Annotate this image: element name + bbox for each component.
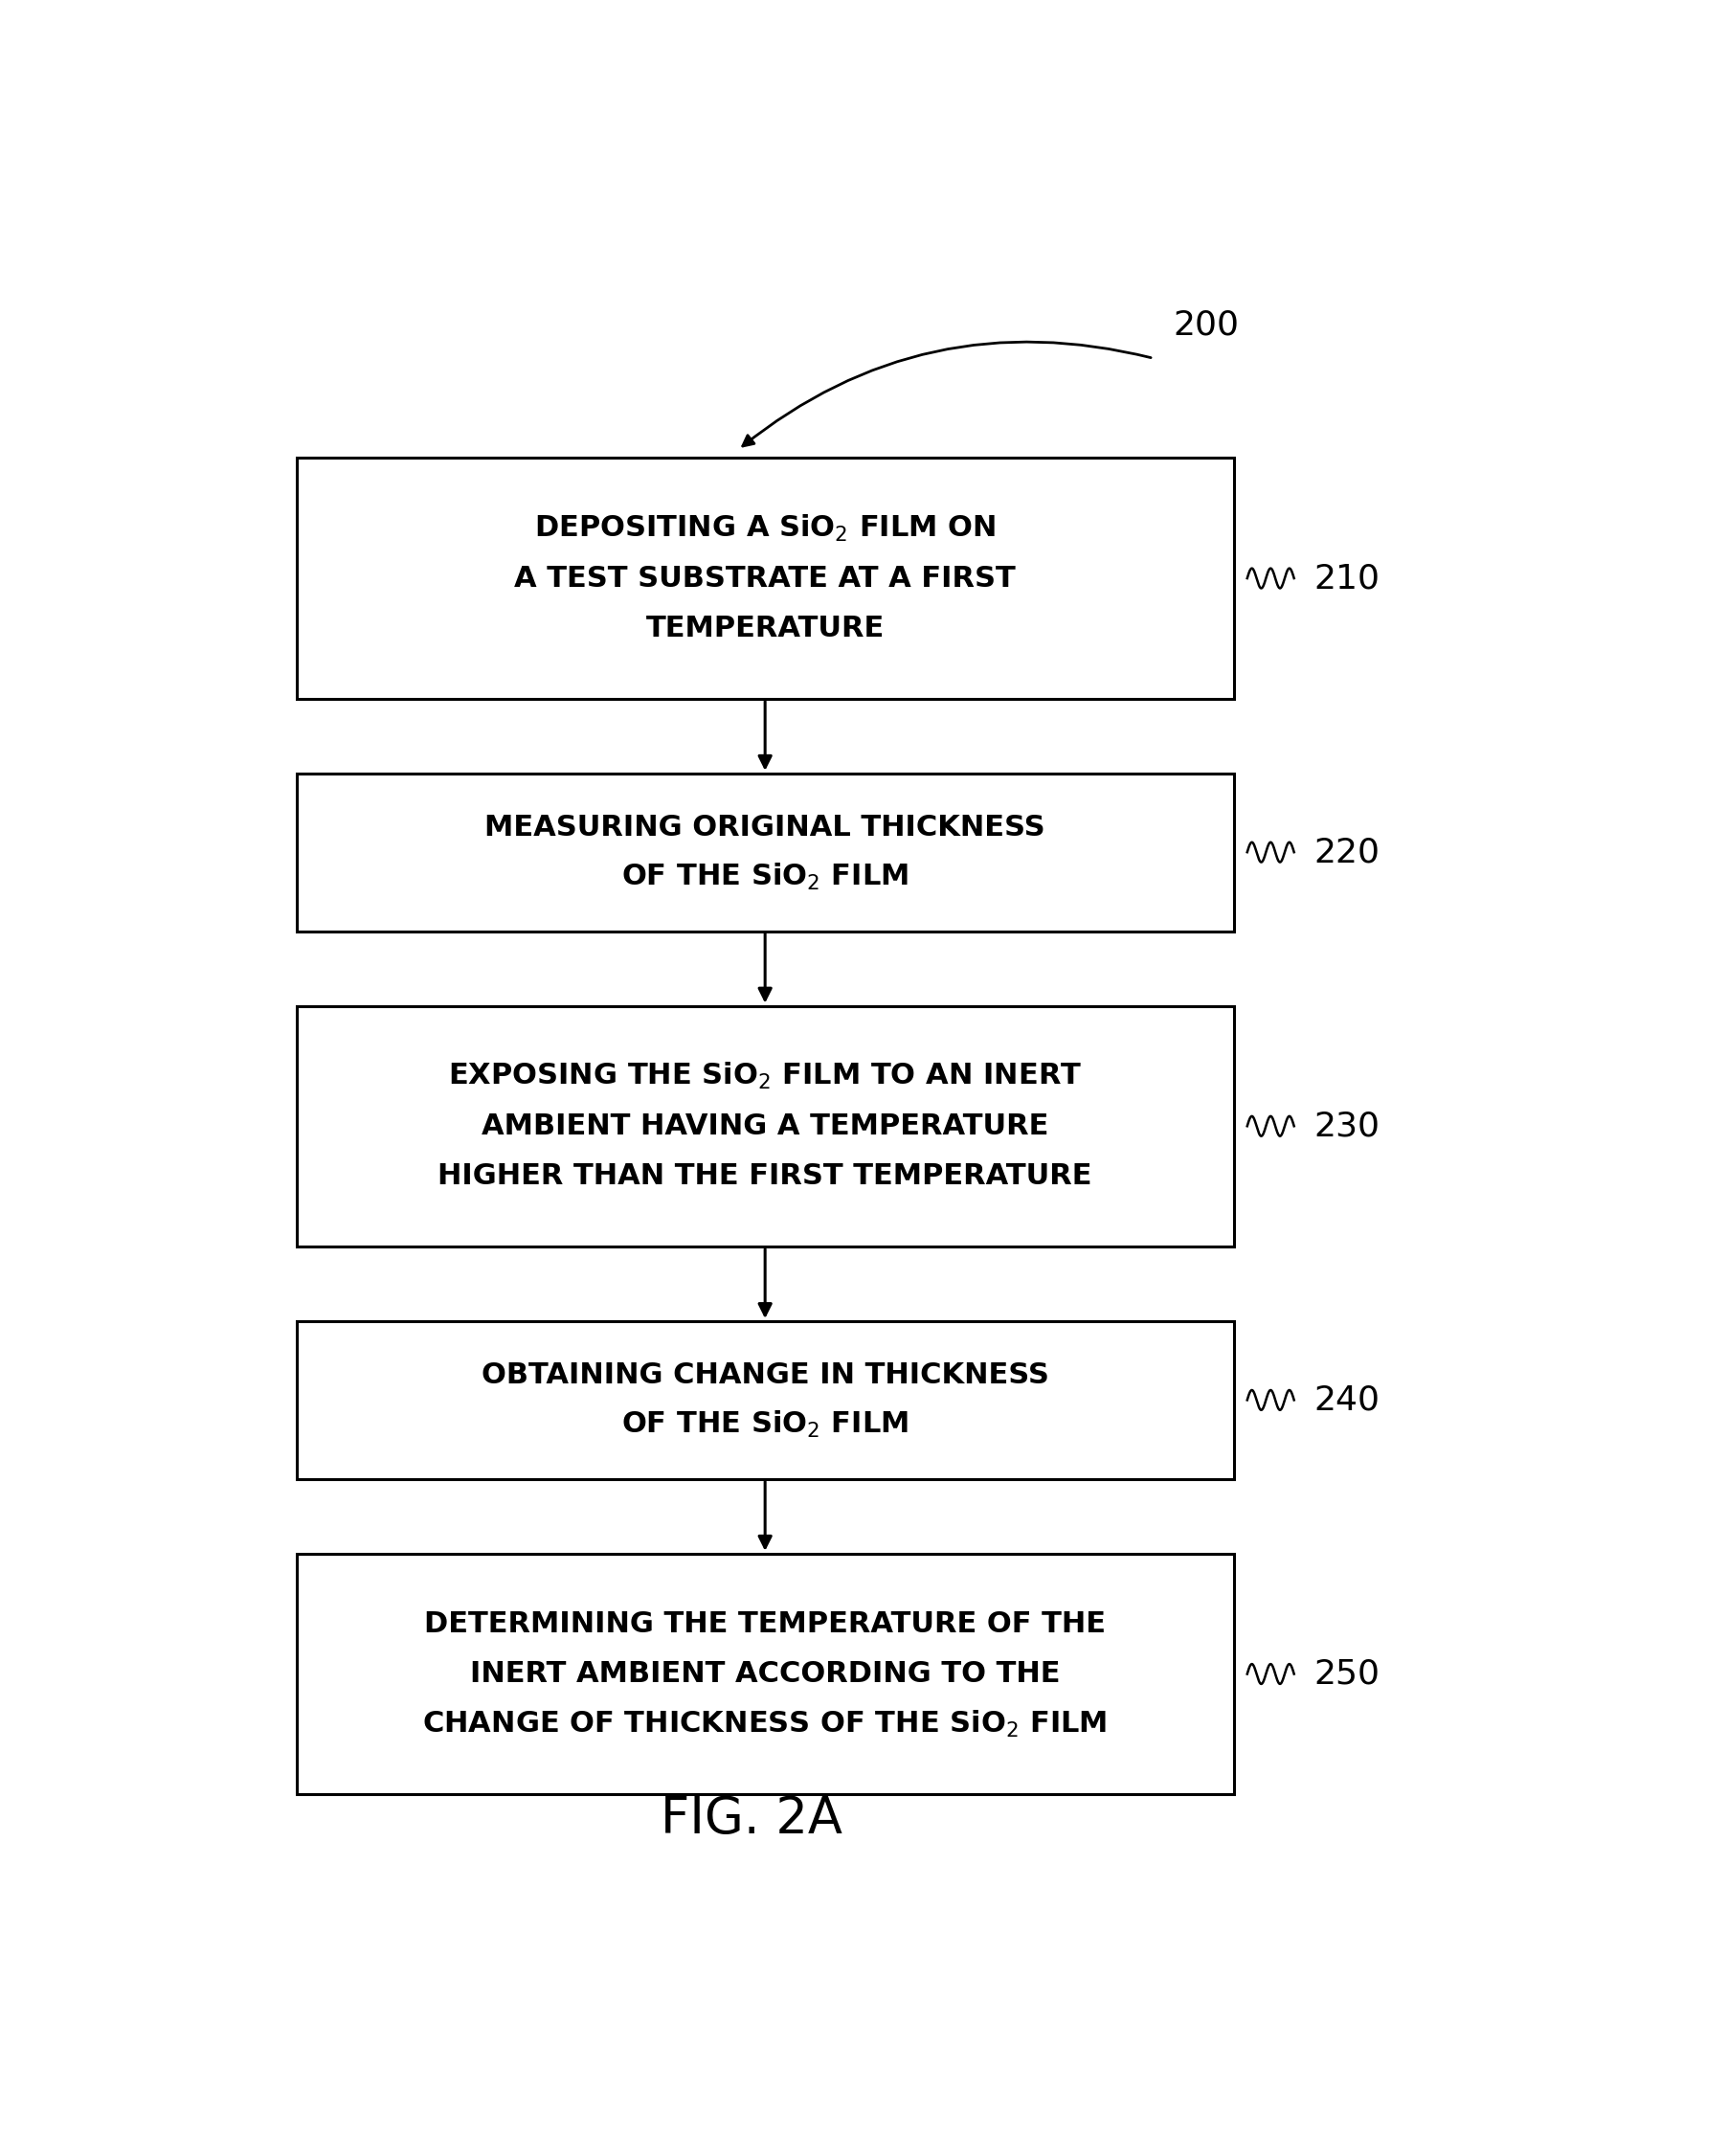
FancyBboxPatch shape: [297, 1322, 1234, 1479]
Text: HIGHER THAN THE FIRST TEMPERATURE: HIGHER THAN THE FIRST TEMPERATURE: [437, 1162, 1092, 1190]
Text: OF THE SiO$_2$ FILM: OF THE SiO$_2$ FILM: [622, 1410, 909, 1440]
Text: 230: 230: [1313, 1110, 1381, 1143]
FancyBboxPatch shape: [297, 774, 1234, 931]
FancyBboxPatch shape: [297, 1554, 1234, 1794]
Text: CHANGE OF THICKNESS OF THE SiO$_2$ FILM: CHANGE OF THICKNESS OF THE SiO$_2$ FILM: [423, 1708, 1108, 1740]
Text: INERT AMBIENT ACCORDING TO THE: INERT AMBIENT ACCORDING TO THE: [470, 1660, 1061, 1688]
Text: EXPOSING THE SiO$_2$ FILM TO AN INERT: EXPOSING THE SiO$_2$ FILM TO AN INERT: [448, 1061, 1082, 1091]
Text: DETERMINING THE TEMPERATURE OF THE: DETERMINING THE TEMPERATURE OF THE: [425, 1611, 1106, 1639]
Text: DEPOSITING A SiO$_2$ FILM ON: DEPOSITING A SiO$_2$ FILM ON: [534, 513, 995, 543]
Text: TEMPERATURE: TEMPERATURE: [646, 614, 885, 642]
Text: A TEST SUBSTRATE AT A FIRST: A TEST SUBSTRATE AT A FIRST: [515, 565, 1016, 593]
Text: 240: 240: [1313, 1384, 1381, 1416]
Text: 200: 200: [1173, 308, 1239, 341]
Text: MEASURING ORIGINAL THICKNESS: MEASURING ORIGINAL THICKNESS: [486, 813, 1045, 841]
Text: OBTAINING CHANGE IN THICKNESS: OBTAINING CHANGE IN THICKNESS: [482, 1360, 1049, 1388]
Text: AMBIENT HAVING A TEMPERATURE: AMBIENT HAVING A TEMPERATURE: [482, 1112, 1049, 1141]
Text: 250: 250: [1313, 1658, 1381, 1690]
Text: 210: 210: [1313, 563, 1381, 595]
FancyBboxPatch shape: [297, 457, 1234, 699]
Text: OF THE SiO$_2$ FILM: OF THE SiO$_2$ FILM: [622, 862, 909, 893]
FancyBboxPatch shape: [297, 1005, 1234, 1246]
FancyArrowPatch shape: [743, 343, 1151, 446]
Text: FIG. 2A: FIG. 2A: [660, 1794, 843, 1843]
Text: 220: 220: [1313, 837, 1381, 869]
